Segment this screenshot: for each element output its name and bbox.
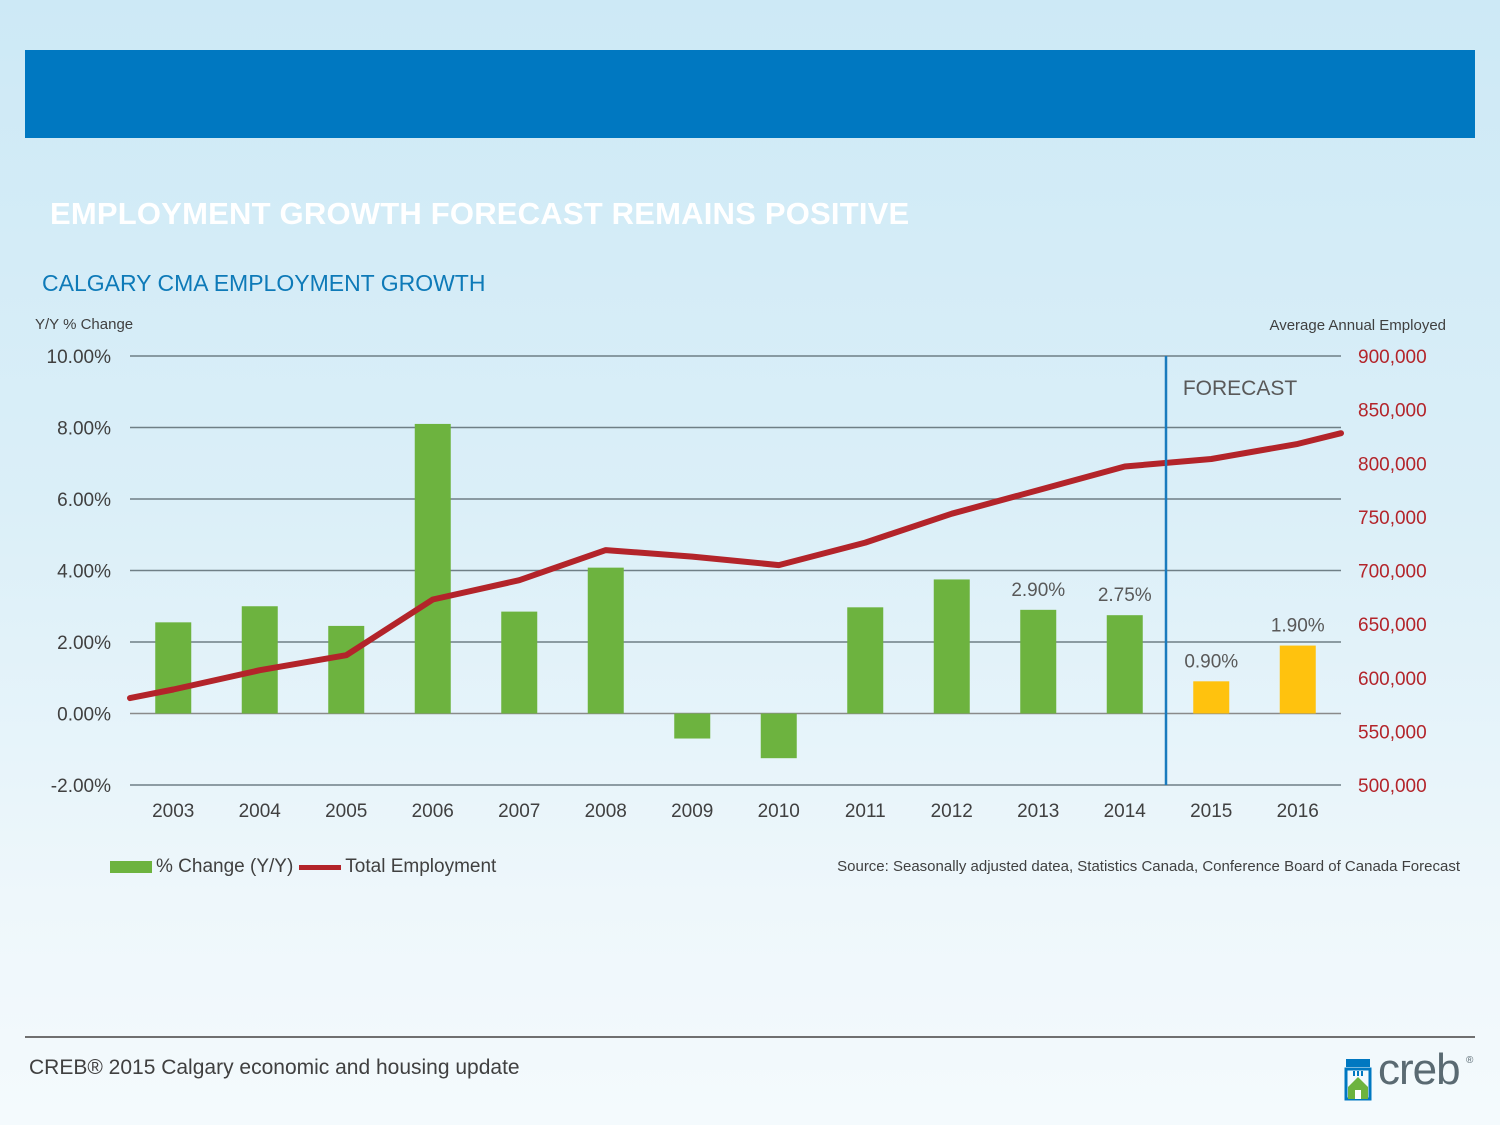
right-tick-label: 750,000 [1358, 508, 1427, 529]
creb-house-icon [1344, 1059, 1372, 1101]
right-tick-label: 900,000 [1358, 347, 1427, 368]
category-label: 2014 [1104, 801, 1147, 822]
bar [847, 607, 884, 714]
right-tick-label: 850,000 [1358, 401, 1427, 422]
forecast-label: FORECAST [1183, 377, 1298, 400]
left-axis-label: Y/Y % Change [35, 316, 133, 333]
bar [1106, 615, 1143, 714]
top-banner [25, 50, 1475, 138]
forecast-marker: FORECAST [1164, 356, 1298, 785]
right-tick-label: 500,000 [1358, 776, 1427, 797]
legend-swatch-bar [110, 861, 152, 873]
bar-series [155, 423, 1316, 759]
slide-title: EMPLOYMENT GROWTH FORECAST REMAINS POSIT… [50, 196, 910, 231]
bar [760, 713, 797, 759]
gridlines [130, 355, 1341, 786]
category-label: 2007 [498, 801, 540, 822]
data-label: 0.90% [1184, 651, 1238, 672]
right-tick-label: 700,000 [1358, 562, 1427, 583]
bar [674, 713, 711, 739]
category-label: 2016 [1277, 801, 1319, 822]
left-tick-label: 8.00% [57, 419, 111, 440]
legend-label-line: Total Employment [345, 856, 497, 877]
bar [501, 611, 538, 714]
category-label: 2012 [931, 801, 973, 822]
category-label: 2013 [1017, 801, 1059, 822]
line-series [127, 430, 1344, 702]
data-label: 2.75% [1098, 585, 1152, 606]
right-tick-label: 800,000 [1358, 454, 1427, 475]
category-label: 2010 [758, 801, 800, 822]
category-label: 2015 [1190, 801, 1232, 822]
left-tick-label: 0.00% [57, 705, 111, 726]
bar [587, 567, 624, 714]
footer-divider [25, 1036, 1475, 1038]
left-tick-label: 2.00% [57, 633, 111, 654]
bar [155, 622, 192, 714]
bar [1193, 681, 1230, 714]
data-label: 1.90% [1271, 616, 1325, 637]
left-tick-label: 4.00% [57, 562, 111, 583]
right-axis-label: Average Annual Employed [1269, 317, 1446, 334]
footer-text: CREB® 2015 Calgary economic and housing … [29, 1056, 520, 1079]
right-tick-label: 600,000 [1358, 669, 1427, 690]
chart-legend: % Change (Y/Y) Total Employment [110, 856, 496, 878]
left-tick-label: 6.00% [57, 490, 111, 511]
category-label: 2003 [152, 801, 194, 822]
creb-logo-registered: ® [1466, 1055, 1474, 1066]
creb-logo: creb ® [1344, 1045, 1474, 1103]
total-employment-line [127, 430, 1344, 702]
category-label: 2006 [412, 801, 454, 822]
category-label: 2011 [845, 801, 886, 822]
bar [1020, 609, 1057, 714]
category-label: 2008 [585, 801, 627, 822]
creb-logo-text: creb [1378, 1045, 1461, 1094]
bar [933, 579, 970, 714]
chart-title: CALGARY CMA EMPLOYMENT GROWTH [42, 270, 486, 296]
left-tick-label: 10.00% [47, 347, 112, 368]
bar [328, 625, 365, 714]
legend-swatch-line [299, 864, 342, 870]
bar [1279, 645, 1316, 714]
data-label: 2.90% [1011, 580, 1065, 601]
category-label: 2004 [239, 801, 282, 822]
axis-labels: 10.00% 8.00% 6.00% 4.00% 2.00% 0.00% -2.00% 900… [35, 316, 1446, 822]
legend-label-bars: % Change (Y/Y) [156, 856, 294, 877]
right-tick-label: 650,000 [1358, 615, 1427, 636]
category-label: 2005 [325, 801, 367, 822]
bar [414, 423, 451, 714]
source-note: Source: Seasonally adjusted datea, Stati… [837, 858, 1460, 875]
bar [241, 606, 278, 714]
right-tick-label: 550,000 [1358, 722, 1427, 743]
left-tick-label: -2.00% [51, 776, 111, 797]
category-label: 2009 [671, 801, 713, 822]
